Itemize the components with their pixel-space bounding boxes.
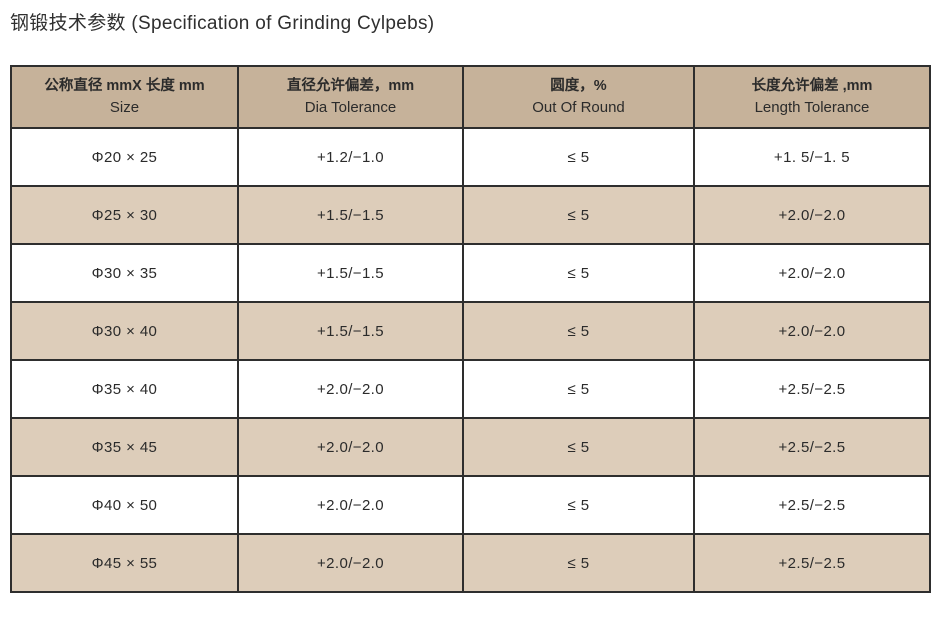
- column-header-size: 公称直径 mmX 长度 mm Size: [10, 65, 239, 129]
- table-row: Φ40 × 50 +2.0/−2.0 ≤ 5 +2.5/−2.5: [10, 475, 931, 535]
- column-header-out-of-round: 圆度，% Out Of Round: [462, 65, 695, 129]
- cell-dia-tolerance: +1.2/−1.0: [237, 127, 464, 187]
- cell-out-of-round: ≤ 5: [462, 475, 695, 535]
- cell-out-of-round: ≤ 5: [462, 301, 695, 361]
- cell-size: Φ35 × 40: [10, 359, 239, 419]
- cell-size: Φ20 × 25: [10, 127, 239, 187]
- cell-dia-tolerance: +1.5/−1.5: [237, 185, 464, 245]
- cell-length-tolerance: +2.0/−2.0: [693, 243, 931, 303]
- column-header-length-tolerance: 长度允许偏差 ,mm Length Tolerance: [693, 65, 931, 129]
- table-row: Φ35 × 40 +2.0/−2.0 ≤ 5 +2.5/−2.5: [10, 359, 931, 419]
- cell-length-tolerance: +1. 5/−1. 5: [693, 127, 931, 187]
- cell-size: Φ30 × 40: [10, 301, 239, 361]
- cell-length-tolerance: +2.5/−2.5: [693, 359, 931, 419]
- cell-size: Φ40 × 50: [10, 475, 239, 535]
- spec-table: 公称直径 mmX 长度 mm Size 直径允许偏差，mm Dia Tolera…: [10, 65, 931, 593]
- cell-out-of-round: ≤ 5: [462, 127, 695, 187]
- column-header-size-zh: 公称直径 mmX 长度 mm: [44, 77, 205, 94]
- cell-out-of-round: ≤ 5: [462, 533, 695, 593]
- table-row: Φ25 × 30 +1.5/−1.5 ≤ 5 +2.0/−2.0: [10, 185, 931, 245]
- cell-out-of-round: ≤ 5: [462, 417, 695, 477]
- table-row: Φ20 × 25 +1.2/−1.0 ≤ 5 +1. 5/−1. 5: [10, 127, 931, 187]
- column-header-out-of-round-en: Out Of Round: [532, 98, 625, 116]
- cell-size: Φ25 × 30: [10, 185, 239, 245]
- cell-dia-tolerance: +1.5/−1.5: [237, 243, 464, 303]
- table-row: Φ35 × 45 +2.0/−2.0 ≤ 5 +2.5/−2.5: [10, 417, 931, 477]
- cell-length-tolerance: +2.0/−2.0: [693, 301, 931, 361]
- column-header-out-of-round-zh: 圆度，%: [550, 77, 607, 94]
- column-header-dia-tolerance: 直径允许偏差，mm Dia Tolerance: [237, 65, 464, 129]
- cell-dia-tolerance: +2.0/−2.0: [237, 475, 464, 535]
- cell-size: Φ30 × 35: [10, 243, 239, 303]
- column-header-size-en: Size: [109, 98, 140, 116]
- column-header-dia-tolerance-en: Dia Tolerance: [304, 98, 397, 116]
- cell-dia-tolerance: +2.0/−2.0: [237, 359, 464, 419]
- cell-dia-tolerance: +2.0/−2.0: [237, 533, 464, 593]
- cell-length-tolerance: +2.5/−2.5: [693, 475, 931, 535]
- cell-out-of-round: ≤ 5: [462, 185, 695, 245]
- cell-length-tolerance: +2.5/−2.5: [693, 417, 931, 477]
- table-row: Φ45 × 55 +2.0/−2.0 ≤ 5 +2.5/−2.5: [10, 533, 931, 593]
- column-header-length-tolerance-en: Length Tolerance: [754, 98, 870, 116]
- cell-dia-tolerance: +2.0/−2.0: [237, 417, 464, 477]
- page-title: 钢锻技术参数 (Specification of Grinding Cylpeb…: [10, 13, 435, 34]
- column-header-dia-tolerance-zh: 直径允许偏差，mm: [286, 77, 415, 94]
- table-header-row: 公称直径 mmX 长度 mm Size 直径允许偏差，mm Dia Tolera…: [10, 65, 931, 129]
- table-row: Φ30 × 40 +1.5/−1.5 ≤ 5 +2.0/−2.0: [10, 301, 931, 361]
- cell-length-tolerance: +2.5/−2.5: [693, 533, 931, 593]
- cell-out-of-round: ≤ 5: [462, 359, 695, 419]
- column-header-length-tolerance-zh: 长度允许偏差 ,mm: [751, 77, 873, 94]
- cell-size: Φ35 × 45: [10, 417, 239, 477]
- cell-size: Φ45 × 55: [10, 533, 239, 593]
- cell-dia-tolerance: +1.5/−1.5: [237, 301, 464, 361]
- cell-out-of-round: ≤ 5: [462, 243, 695, 303]
- cell-length-tolerance: +2.0/−2.0: [693, 185, 931, 245]
- table-row: Φ30 × 35 +1.5/−1.5 ≤ 5 +2.0/−2.0: [10, 243, 931, 303]
